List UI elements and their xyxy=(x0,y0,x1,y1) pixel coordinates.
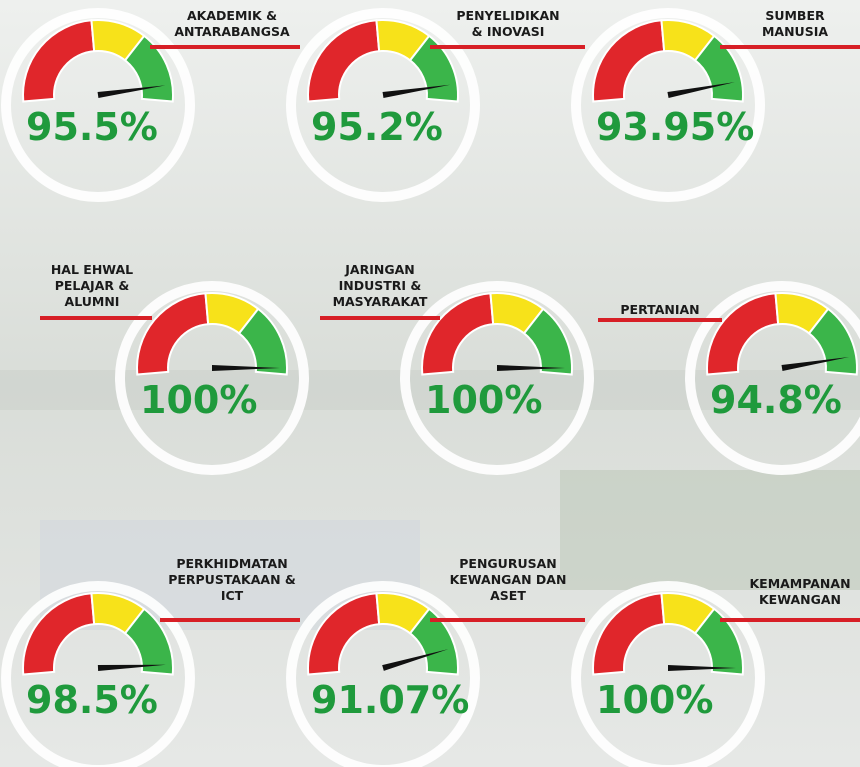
gauge-label: KEMAMPANAN xyxy=(749,576,850,591)
gauge-green xyxy=(408,34,459,103)
gauge-ring xyxy=(286,8,480,202)
gauge-value: 100% xyxy=(425,378,542,422)
gauge-needle xyxy=(382,649,449,671)
gauge-value: 93.95% xyxy=(596,105,754,149)
gauge-ring xyxy=(571,8,765,202)
gauge-value: 100% xyxy=(140,378,257,422)
gauge-label: ASET xyxy=(490,588,526,603)
gauge-value: 95.5% xyxy=(26,105,158,149)
gauge-label: ALUMNI xyxy=(65,294,120,309)
gauge-ring xyxy=(571,581,765,767)
gauge-needle xyxy=(668,665,736,671)
gauge-ring xyxy=(1,8,195,202)
gauge: 95.5% AKADEMIK &ANTARABANGSA xyxy=(1,8,300,202)
gauge-ring xyxy=(286,581,480,767)
gauge-label: PELAJAR & xyxy=(55,278,130,293)
gauge-ring xyxy=(400,281,594,475)
gauge-label: MANUSIA xyxy=(762,24,828,39)
gauge-needle xyxy=(382,84,451,98)
gauge-label: KEWANGAN xyxy=(759,592,841,607)
gauge-value: 95.2% xyxy=(311,105,443,149)
gauge-needle xyxy=(212,365,280,371)
gauge-green xyxy=(123,607,174,676)
gauge: 94.8% PERTANIAN xyxy=(598,281,860,475)
gauge: 95.2% PENYELIDIKAN& INOVASI xyxy=(286,8,585,202)
gauge-green xyxy=(807,307,858,376)
gauge-label: KEWANGAN DAN xyxy=(450,572,567,587)
gauge-green xyxy=(693,607,744,676)
gauge-label: JARINGAN xyxy=(344,262,414,277)
gauge-label: AKADEMIK & xyxy=(187,8,277,23)
gauge-label: & INOVASI xyxy=(472,24,545,39)
gauge-value: 98.5% xyxy=(26,678,158,722)
gauge-label: MASYARAKAT xyxy=(333,294,428,309)
gauge-needle xyxy=(781,356,850,371)
gauge-ring xyxy=(1,581,195,767)
gauge-needle xyxy=(667,82,735,98)
gauge-green xyxy=(408,607,459,676)
gauge-label: PERTANIAN xyxy=(620,302,699,317)
gauge-needle xyxy=(497,365,565,371)
gauge-label: PENYELIDIKAN xyxy=(456,8,559,23)
gauge-label: INDUSTRI & xyxy=(339,278,422,293)
gauge-label: PERKHIDMATAN xyxy=(176,556,287,571)
gauge-ring xyxy=(685,281,860,475)
gauge-green xyxy=(693,34,744,103)
gauge-needle xyxy=(97,85,166,98)
gauge-label: ANTARABANGSA xyxy=(174,24,290,39)
gauge-ring xyxy=(115,281,309,475)
background-trees xyxy=(560,470,860,590)
gauge-green xyxy=(522,307,573,376)
gauge-green xyxy=(237,307,288,376)
gauge-needle xyxy=(97,664,166,671)
gauge-label: ICT xyxy=(221,588,244,603)
gauge-value: 91.07% xyxy=(311,678,469,722)
background-road xyxy=(0,370,860,410)
gauge-label: PERPUSTAKAAN & xyxy=(168,572,296,587)
gauge-value: 94.8% xyxy=(710,378,842,422)
gauge-green xyxy=(123,34,174,103)
gauge-label: HAL EHWAL xyxy=(51,262,133,277)
gauge-label: SUMBER xyxy=(765,8,825,23)
gauge-value: 100% xyxy=(596,678,713,722)
gauge-label: PENGURUSAN xyxy=(459,556,557,571)
